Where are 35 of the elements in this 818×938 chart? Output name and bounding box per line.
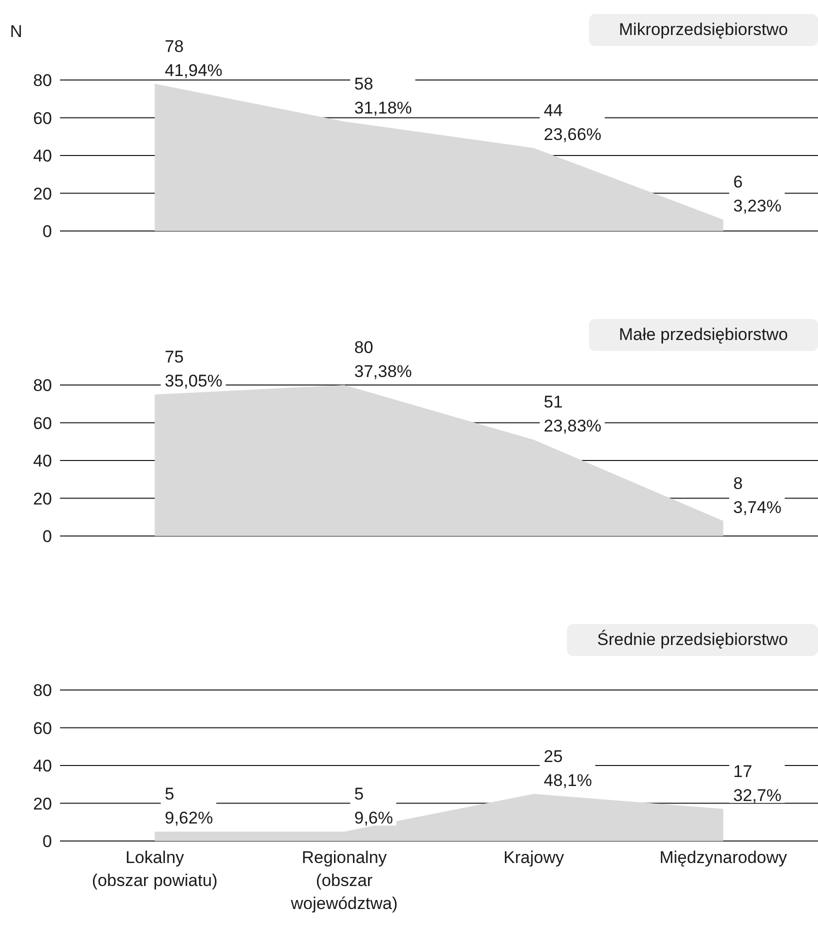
data-label: 78 41,94%: [164, 36, 222, 80]
y-tick-label: 60: [33, 108, 52, 128]
y-tick-label: 40: [33, 146, 52, 166]
y-tick-label: 80: [33, 376, 52, 396]
y-tick-label: 40: [33, 756, 52, 776]
y-tick-label: 0: [42, 527, 52, 546]
x-tick-label: Lokalny (obszar powiatu): [92, 848, 218, 890]
x-tick-label: Międzynarodowy: [659, 848, 788, 867]
y-tick-label: 60: [33, 414, 52, 433]
data-label: 75 35,05%: [164, 347, 222, 390]
x-tick-label: Regionalny (obszar województwa): [290, 848, 398, 913]
y-tick-label: 40: [33, 452, 52, 471]
y-tick-label: 60: [33, 718, 52, 738]
data-label: 5 9,6%: [354, 784, 393, 828]
data-label: 6 3,23%: [733, 172, 782, 216]
data-label: 58 31,18%: [354, 74, 412, 118]
y-axis-title: N: [10, 22, 22, 42]
chart-title: Średnie przedsiębiorstwo: [567, 624, 818, 656]
y-tick-label: 80: [33, 681, 52, 700]
data-label: 25 48,1%: [544, 746, 592, 790]
data-label: 17 32,7%: [733, 762, 782, 805]
data-label: 8 3,74%: [733, 474, 782, 517]
chart-title: Mikroprzedsiębiorstwo: [588, 14, 818, 46]
data-label: 51 23,83%: [544, 392, 602, 436]
data-label: 44 23,66%: [544, 100, 602, 144]
y-tick-label: 0: [42, 222, 52, 242]
y-tick-label: 80: [33, 71, 52, 90]
x-tick-label: Krajowy: [504, 848, 564, 867]
y-tick-label: 0: [42, 832, 52, 852]
y-tick-label: 20: [33, 489, 52, 508]
y-tick-label: 20: [33, 794, 52, 814]
y-tick-label: 20: [33, 184, 52, 204]
data-label: 80 37,38%: [354, 338, 412, 381]
chart-title: Małe przedsiębiorstwo: [588, 319, 818, 351]
data-label: 5 9,62%: [164, 784, 213, 828]
